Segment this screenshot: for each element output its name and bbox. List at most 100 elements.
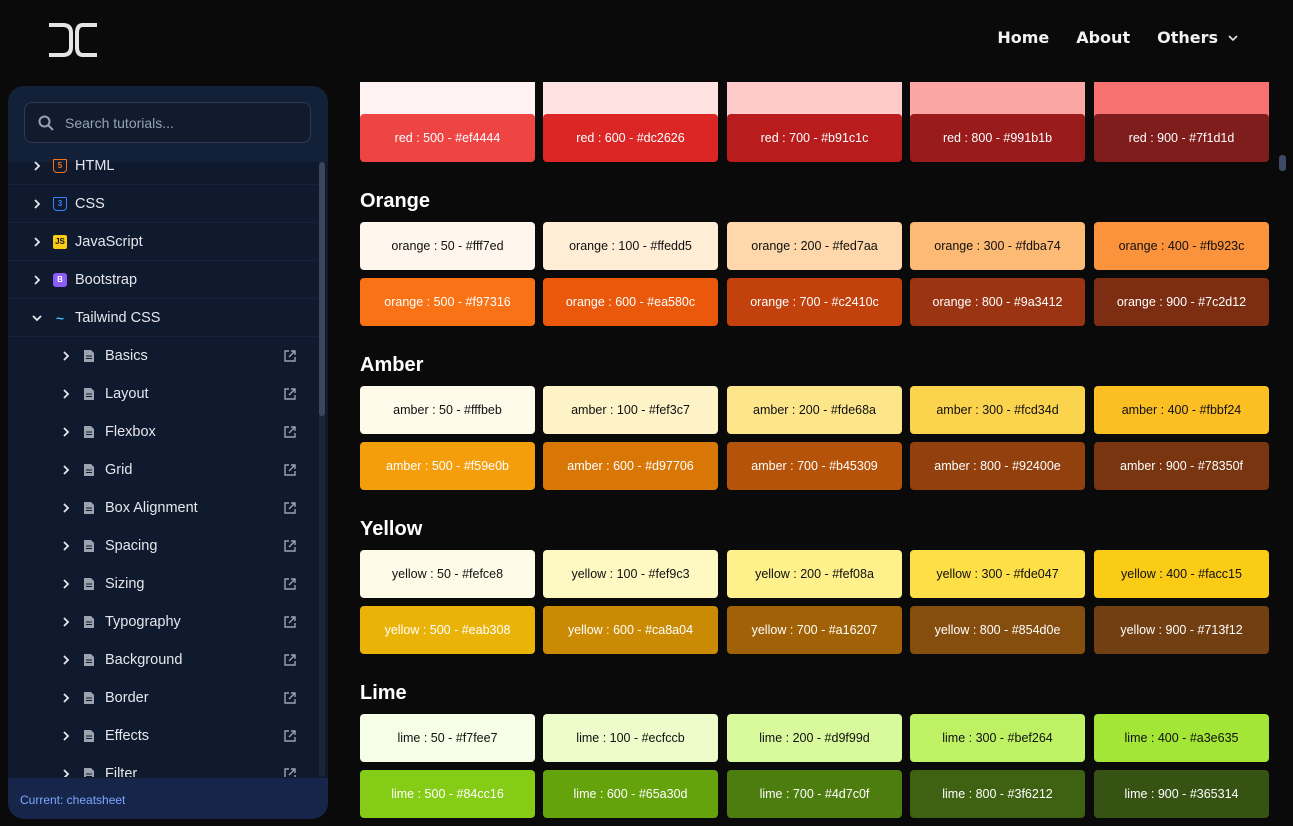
external-link-icon[interactable] <box>283 425 297 439</box>
external-link-icon[interactable] <box>283 653 297 667</box>
chevron-right-icon[interactable] <box>59 539 73 553</box>
sidebar-subitem-basics[interactable]: Basics <box>8 337 318 375</box>
orange-swatch[interactable]: orange : 400 - #fb923c <box>1094 222 1269 270</box>
red-swatch[interactable]: red : 600 - #dc2626 <box>543 114 718 162</box>
sidebar-item-javascript[interactable]: JS JavaScript <box>8 223 318 261</box>
sidebar-item-bootstrap[interactable]: B Bootstrap <box>8 261 318 299</box>
external-link-icon[interactable] <box>283 349 297 363</box>
external-link-icon[interactable] <box>283 729 297 743</box>
yellow-swatch[interactable]: yellow : 400 - #facc15 <box>1094 550 1269 598</box>
nav-home-link[interactable]: Home <box>997 28 1050 47</box>
chevron-right-icon[interactable] <box>59 767 73 777</box>
sidebar-subitem-border[interactable]: Border <box>8 679 318 717</box>
lime-swatch[interactable]: lime : 700 - #4d7c0f <box>727 770 902 818</box>
sidebar-subitem-background[interactable]: Background <box>8 641 318 679</box>
lime-swatch[interactable]: lime : 800 - #3f6212 <box>910 770 1085 818</box>
amber-swatch[interactable]: amber : 900 - #78350f <box>1094 442 1269 490</box>
orange-swatch[interactable]: orange : 200 - #fed7aa <box>727 222 902 270</box>
amber-swatch[interactable]: amber : 200 - #fde68a <box>727 386 902 434</box>
external-link-icon[interactable] <box>283 387 297 401</box>
amber-swatch[interactable]: amber : 800 - #92400e <box>910 442 1085 490</box>
search-input[interactable] <box>65 111 295 135</box>
chevron-right-icon[interactable] <box>59 729 73 743</box>
yellow-swatch[interactable]: yellow : 800 - #854d0e <box>910 606 1085 654</box>
yellow-swatch[interactable]: yellow : 500 - #eab308 <box>360 606 535 654</box>
chevron-right-icon[interactable] <box>30 273 44 287</box>
external-link-icon[interactable] <box>283 577 297 591</box>
chevron-right-icon[interactable] <box>30 159 44 173</box>
external-link-icon[interactable] <box>283 463 297 477</box>
amber-swatch[interactable]: amber : 700 - #b45309 <box>727 442 902 490</box>
sidebar-subitem-layout[interactable]: Layout <box>8 375 318 413</box>
red-swatch[interactable]: red : 500 - #ef4444 <box>360 114 535 162</box>
lime-swatch[interactable]: lime : 900 - #365314 <box>1094 770 1269 818</box>
nav-about-link[interactable]: About <box>1076 28 1131 47</box>
chevron-right-icon[interactable] <box>59 463 73 477</box>
amber-swatch[interactable]: amber : 50 - #fffbeb <box>360 386 535 434</box>
sidebar-subitem-sizing[interactable]: Sizing <box>8 565 318 603</box>
yellow-swatch[interactable]: yellow : 900 - #713f12 <box>1094 606 1269 654</box>
orange-swatch[interactable]: orange : 50 - #fff7ed <box>360 222 535 270</box>
sidebar-subitem-box-alignment[interactable]: Box Alignment <box>8 489 318 527</box>
external-link-icon[interactable] <box>283 539 297 553</box>
sidebar-item-css[interactable]: 3 CSS <box>8 185 318 223</box>
lime-swatch[interactable]: lime : 100 - #ecfccb <box>543 714 718 762</box>
external-link-icon[interactable] <box>283 691 297 705</box>
orange-swatch[interactable]: orange : 600 - #ea580c <box>543 278 718 326</box>
external-link-icon[interactable] <box>283 615 297 629</box>
yellow-swatch[interactable]: yellow : 600 - #ca8a04 <box>543 606 718 654</box>
lime-swatch[interactable]: lime : 600 - #65a30d <box>543 770 718 818</box>
orange-swatch[interactable]: orange : 700 - #c2410c <box>727 278 902 326</box>
chevron-right-icon[interactable] <box>30 197 44 211</box>
chevron-right-icon[interactable] <box>59 691 73 705</box>
sidebar-item-html[interactable]: 5 HTML <box>8 147 318 185</box>
yellow-swatch[interactable]: yellow : 300 - #fde047 <box>910 550 1085 598</box>
chevron-right-icon[interactable] <box>59 501 73 515</box>
amber-swatch[interactable]: amber : 300 - #fcd34d <box>910 386 1085 434</box>
lime-swatch[interactable]: lime : 50 - #f7fee7 <box>360 714 535 762</box>
sidebar-subitem-filter[interactable]: Filter <box>8 755 318 777</box>
sidebar-subitem-grid[interactable]: Grid <box>8 451 318 489</box>
amber-swatch[interactable]: amber : 600 - #d97706 <box>543 442 718 490</box>
yellow-swatch[interactable]: yellow : 700 - #a16207 <box>727 606 902 654</box>
nav-others-dropdown[interactable]: Others <box>1157 28 1239 47</box>
orange-swatch[interactable]: orange : 900 - #7c2d12 <box>1094 278 1269 326</box>
chevron-right-icon[interactable] <box>59 387 73 401</box>
sidebar-subitem-spacing[interactable]: Spacing <box>8 527 318 565</box>
orange-swatch[interactable]: orange : 100 - #ffedd5 <box>543 222 718 270</box>
chevron-right-icon[interactable] <box>59 425 73 439</box>
chevron-right-icon[interactable] <box>59 577 73 591</box>
lime-swatch[interactable]: lime : 400 - #a3e635 <box>1094 714 1269 762</box>
red-swatch[interactable]: red : 900 - #7f1d1d <box>1094 114 1269 162</box>
sidebar-item-tailwind-css[interactable]: ~ Tailwind CSS <box>8 299 318 337</box>
search-box[interactable] <box>24 102 311 143</box>
amber-swatch[interactable]: amber : 100 - #fef3c7 <box>543 386 718 434</box>
yellow-swatch[interactable]: yellow : 100 - #fef9c3 <box>543 550 718 598</box>
red-swatch[interactable]: red : 700 - #b91c1c <box>727 114 902 162</box>
sidebar-subitem-flexbox[interactable]: Flexbox <box>8 413 318 451</box>
yellow-swatch[interactable]: yellow : 50 - #fefce8 <box>360 550 535 598</box>
amber-swatch[interactable]: amber : 500 - #f59e0b <box>360 442 535 490</box>
page-scrollbar-thumb[interactable] <box>1279 155 1286 171</box>
sidebar-scrollbar-thumb[interactable] <box>319 162 325 416</box>
chevron-right-icon[interactable] <box>59 653 73 667</box>
chevron-right-icon[interactable] <box>30 235 44 249</box>
yellow-swatch[interactable]: yellow : 200 - #fef08a <box>727 550 902 598</box>
chevron-down-icon[interactable] <box>30 311 44 325</box>
lime-swatch[interactable]: lime : 300 - #bef264 <box>910 714 1085 762</box>
external-link-icon[interactable] <box>283 501 297 515</box>
orange-swatch[interactable]: orange : 300 - #fdba74 <box>910 222 1085 270</box>
lime-swatch[interactable]: lime : 500 - #84cc16 <box>360 770 535 818</box>
lime-swatch[interactable]: lime : 200 - #d9f99d <box>727 714 902 762</box>
external-link-icon[interactable] <box>283 767 297 777</box>
orange-swatch[interactable]: orange : 800 - #9a3412 <box>910 278 1085 326</box>
chevron-right-icon[interactable] <box>59 615 73 629</box>
sidebar-subitem-effects[interactable]: Effects <box>8 717 318 755</box>
amber-swatch[interactable]: amber : 400 - #fbbf24 <box>1094 386 1269 434</box>
sidebar-scrollbar-track[interactable] <box>319 162 325 777</box>
orange-swatch[interactable]: orange : 500 - #f97316 <box>360 278 535 326</box>
sidebar-subitem-typography[interactable]: Typography <box>8 603 318 641</box>
chevron-right-icon[interactable] <box>59 349 73 363</box>
site-logo-icon[interactable] <box>47 22 99 58</box>
red-swatch[interactable]: red : 800 - #991b1b <box>910 114 1085 162</box>
